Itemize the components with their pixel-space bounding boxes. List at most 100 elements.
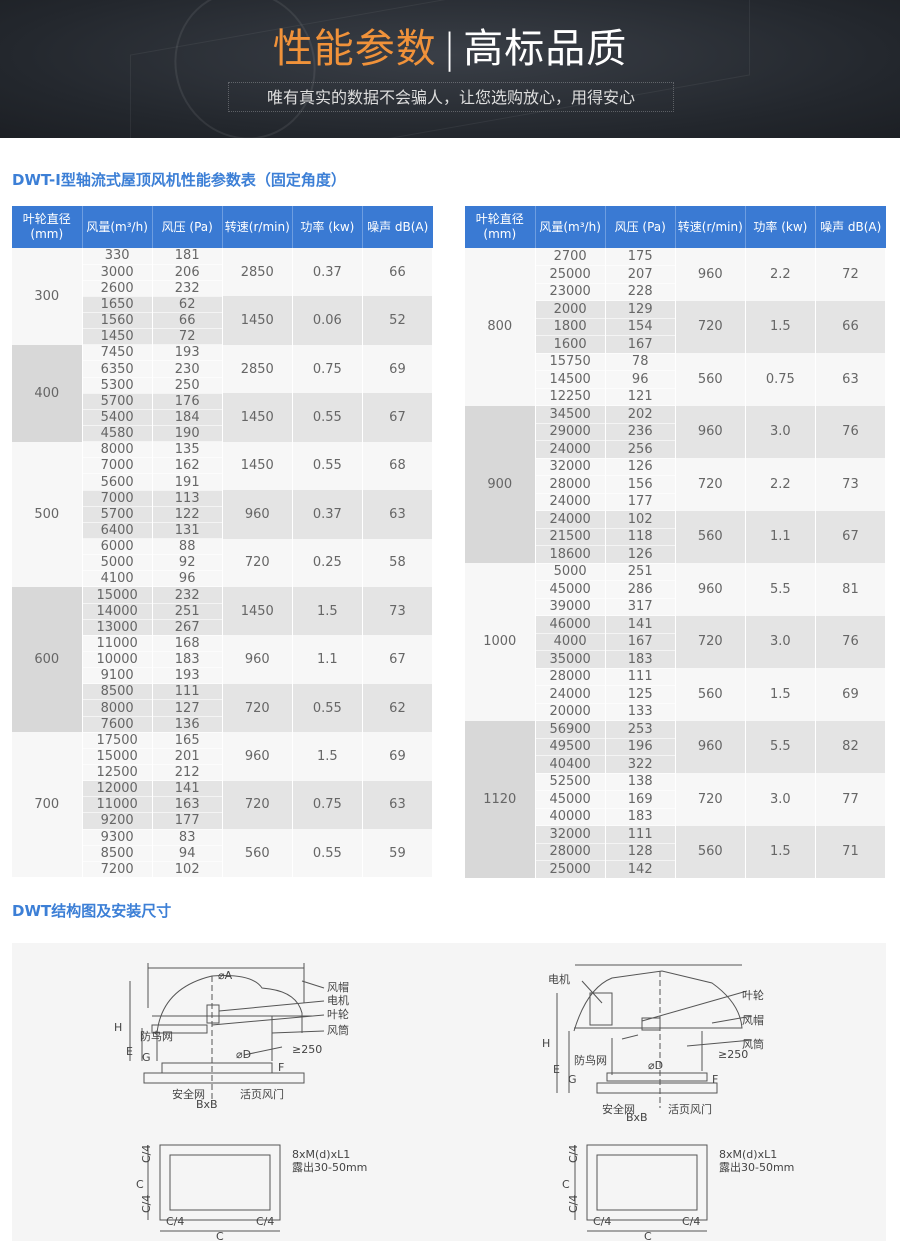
column-header: 转速(r/min) bbox=[675, 206, 746, 248]
noise-cell: 71 bbox=[815, 825, 887, 878]
svg-text:安全网: 安全网 bbox=[172, 1087, 205, 1101]
pressure-cell: 191 bbox=[152, 473, 223, 491]
airflow-cell: 52500 bbox=[535, 773, 606, 791]
table-row: 2000 129 720 1.5 66 bbox=[465, 300, 887, 353]
pressure-cell: 129 bbox=[605, 300, 676, 319]
speed-cell: 960 bbox=[675, 248, 746, 301]
airflow-cell: 5700 bbox=[82, 393, 153, 410]
airflow-cell: 15000 bbox=[82, 586, 153, 604]
airflow-cell: 1650 bbox=[82, 296, 153, 314]
performance-table-right: 叶轮直径(mm) 风量(m³/h) 风压 (Pa) 转速(r/min) 功率 (kw) 噪… bbox=[465, 206, 887, 879]
svg-text:C/4: C/4 bbox=[140, 1195, 153, 1213]
table-row: 29000 236 bbox=[465, 423, 886, 441]
airflow-cell: 6400 bbox=[82, 522, 153, 540]
noise-cell: 67 bbox=[815, 510, 887, 563]
table-row: 2600 232 bbox=[12, 280, 433, 297]
power-cell: 0.37 bbox=[292, 490, 363, 539]
svg-text:8xM(d)xL1: 8xM(d)xL1 bbox=[292, 1148, 350, 1161]
noise-cell: 63 bbox=[815, 353, 887, 406]
pressure-cell: 102 bbox=[605, 510, 676, 529]
diagram-1-labels: ⌀A 风帽 电机 叶轮 风筒 防鸟网 ⌀D H E G F ≥250 安全网 B… bbox=[114, 969, 349, 1111]
table-row: 45000 286 bbox=[465, 580, 886, 599]
table-row: 11000 163 bbox=[12, 796, 433, 814]
table-row: 35000 183 bbox=[465, 650, 886, 669]
pressure-cell: 136 bbox=[152, 716, 223, 733]
svg-text:露出30-50mm: 露出30-50mm bbox=[292, 1160, 367, 1174]
pressure-cell: 165 bbox=[152, 732, 223, 749]
svg-text:叶轮: 叶轮 bbox=[742, 988, 764, 1002]
airflow-cell: 9300 bbox=[82, 829, 153, 846]
airflow-cell: 4100 bbox=[82, 570, 153, 588]
airflow-cell: 28000 bbox=[535, 475, 606, 494]
svg-text:C/4: C/4 bbox=[166, 1215, 184, 1228]
airflow-cell: 1800 bbox=[535, 318, 606, 336]
svg-text:C: C bbox=[562, 1178, 570, 1191]
svg-text:电机: 电机 bbox=[548, 972, 570, 986]
power-cell: 0.55 bbox=[292, 683, 363, 733]
airflow-cell: 20000 bbox=[535, 703, 606, 721]
svg-text:C/4: C/4 bbox=[567, 1145, 580, 1163]
pressure-cell: 72 bbox=[152, 328, 223, 346]
airflow-cell: 12250 bbox=[535, 388, 606, 406]
svg-text:G: G bbox=[568, 1073, 577, 1086]
pressure-cell: 251 bbox=[152, 603, 223, 620]
pressure-cell: 317 bbox=[605, 598, 676, 616]
table-row: 5000 92 bbox=[12, 554, 433, 572]
airflow-cell: 32000 bbox=[535, 458, 606, 476]
pressure-cell: 162 bbox=[152, 457, 223, 475]
power-cell: 0.55 bbox=[292, 441, 363, 491]
airflow-cell: 12500 bbox=[82, 764, 153, 782]
airflow-cell: 32000 bbox=[535, 825, 606, 844]
noise-cell: 63 bbox=[362, 780, 434, 830]
noise-cell: 76 bbox=[815, 405, 887, 458]
column-header: 风压 (Pa) bbox=[605, 206, 676, 248]
table-row: 18600 126 bbox=[465, 545, 886, 564]
pressure-cell: 176 bbox=[152, 393, 223, 410]
column-header: 噪声 dB(A) bbox=[362, 206, 433, 248]
svg-text:活页风门: 活页风门 bbox=[668, 1102, 712, 1116]
pressure-cell: 175 bbox=[605, 248, 676, 266]
pressure-cell: 177 bbox=[605, 493, 676, 511]
table-row: 28000 128 bbox=[465, 843, 886, 861]
speed-cell: 560 bbox=[675, 353, 746, 406]
power-cell: 1.1 bbox=[745, 510, 816, 563]
table-row: 800 2700 175 960 2.2 72 bbox=[465, 248, 887, 406]
table-row: 1560 66 bbox=[12, 312, 433, 330]
table-row: 12250 121 bbox=[465, 388, 886, 406]
airflow-cell: 46000 bbox=[535, 615, 606, 634]
table-row: 5300 250 bbox=[12, 377, 433, 394]
pressure-cell: 133 bbox=[605, 703, 676, 721]
svg-text:C/4: C/4 bbox=[682, 1215, 700, 1228]
pressure-cell: 96 bbox=[605, 370, 676, 389]
pressure-cell: 135 bbox=[152, 441, 223, 459]
table-row: 9200 177 bbox=[12, 812, 433, 830]
power-cell: 1.5 bbox=[292, 586, 363, 636]
pressure-cell: 228 bbox=[605, 283, 676, 301]
airflow-cell: 25000 bbox=[535, 265, 606, 284]
pressure-cell: 66 bbox=[152, 312, 223, 330]
svg-text:叶轮: 叶轮 bbox=[327, 1007, 349, 1021]
speed-cell: 1450 bbox=[222, 441, 293, 491]
airflow-cell: 23000 bbox=[535, 283, 606, 301]
svg-text:C: C bbox=[644, 1230, 652, 1241]
speed-cell: 560 bbox=[675, 825, 746, 878]
table-row: 10000 183 bbox=[12, 651, 433, 669]
airflow-cell: 14000 bbox=[82, 603, 153, 620]
table-row: 3000 206 bbox=[12, 264, 433, 281]
airflow-cell: 5400 bbox=[82, 409, 153, 427]
speed-cell: 720 bbox=[222, 780, 293, 830]
airflow-cell: 7600 bbox=[82, 716, 153, 733]
airflow-cell: 8500 bbox=[82, 845, 153, 862]
speed-cell: 2850 bbox=[222, 248, 293, 297]
noise-cell: 59 bbox=[362, 829, 434, 878]
impeller-diameter-cell: 600 bbox=[12, 586, 83, 733]
impeller-diameter-cell: 1120 bbox=[465, 720, 536, 878]
column-header: 风量(m³/h) bbox=[82, 206, 153, 248]
power-cell: 0.75 bbox=[745, 353, 816, 406]
column-header: 叶轮直径(mm) bbox=[12, 206, 83, 248]
airflow-cell: 29000 bbox=[535, 423, 606, 441]
table-row: 8500 94 bbox=[12, 845, 433, 862]
table-row: 8000 127 bbox=[12, 699, 433, 717]
table-row: 7000 162 bbox=[12, 457, 433, 475]
airflow-cell: 7000 bbox=[82, 490, 153, 507]
